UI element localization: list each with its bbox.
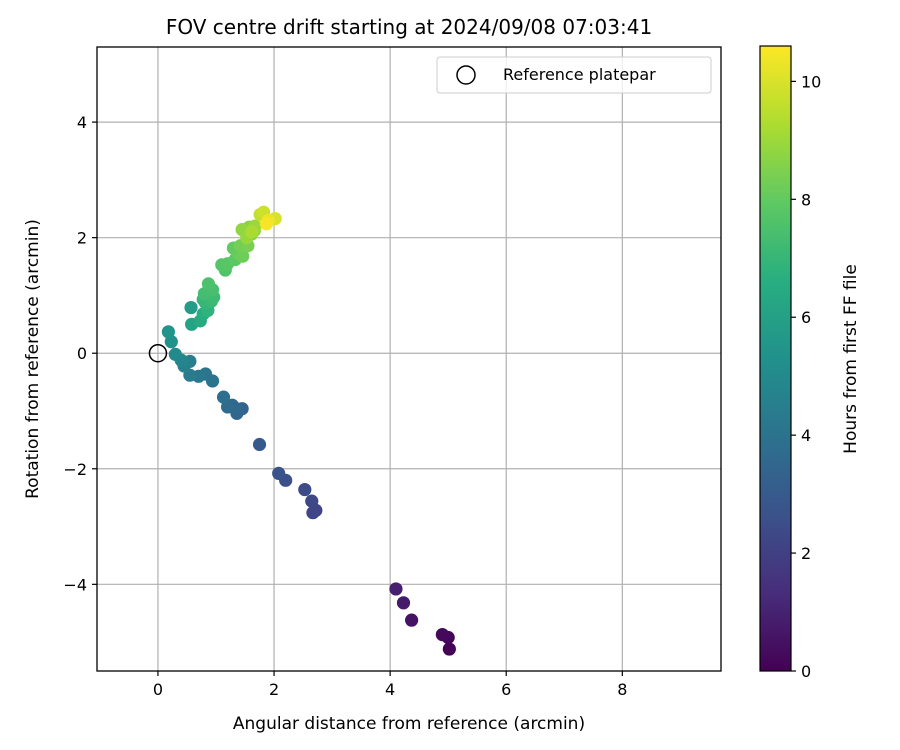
data-point bbox=[435, 628, 449, 642]
data-point bbox=[306, 506, 320, 520]
data-point bbox=[168, 347, 182, 361]
plot-frame bbox=[96, 46, 722, 672]
colorbar-tick-label: 2 bbox=[801, 544, 811, 563]
data-point bbox=[259, 217, 274, 231]
legend-box bbox=[436, 56, 712, 94]
y-tick-label: 2 bbox=[77, 229, 87, 248]
x-tick-label: 2 bbox=[269, 680, 279, 699]
x-axis-label: Angular distance from reference (arcmin) bbox=[233, 714, 585, 734]
reference-platepar-marker bbox=[148, 343, 168, 363]
colorbar: 0 2 4 6 8 10 Hours from first FF file bbox=[759, 45, 861, 681]
x-tick-label: 0 bbox=[153, 680, 163, 699]
grid-lines bbox=[97, 47, 721, 671]
y-axis-ticks: −4 −2 0 2 4 bbox=[63, 113, 97, 594]
y-tick-label: 4 bbox=[77, 113, 87, 132]
colorbar-gradient bbox=[759, 45, 792, 672]
data-point bbox=[161, 325, 175, 339]
y-axis-label: Rotation from reference (arcmin) bbox=[23, 219, 43, 499]
data-point bbox=[305, 494, 319, 508]
colorbar-tick-label: 10 bbox=[801, 72, 821, 91]
data-point bbox=[184, 300, 198, 315]
x-axis-ticks: 0 2 4 6 8 bbox=[153, 671, 627, 699]
colorbar-tick-label: 0 bbox=[801, 662, 811, 681]
data-point bbox=[389, 582, 403, 596]
data-point bbox=[405, 613, 419, 627]
y-tick-label: −4 bbox=[63, 575, 87, 594]
legend-label: Reference platepar bbox=[503, 65, 656, 84]
x-tick-label: 6 bbox=[501, 680, 511, 699]
data-point bbox=[201, 277, 216, 291]
legend-marker-icon bbox=[456, 65, 476, 85]
colorbar-tick-label: 4 bbox=[801, 426, 811, 445]
data-point bbox=[236, 249, 250, 263]
data-point bbox=[216, 390, 231, 404]
data-point bbox=[272, 466, 286, 480]
colorbar-label: Hours from first FF file bbox=[841, 264, 861, 454]
x-tick-label: 4 bbox=[385, 680, 395, 699]
data-points bbox=[161, 205, 456, 656]
legend: Reference platepar bbox=[436, 56, 712, 94]
data-point bbox=[252, 437, 267, 452]
chart-title: FOV centre drift starting at 2024/09/08 … bbox=[166, 15, 652, 39]
colorbar-tick-label: 8 bbox=[801, 190, 811, 209]
data-point bbox=[245, 225, 259, 239]
x-tick-label: 8 bbox=[617, 680, 627, 699]
data-point bbox=[298, 482, 312, 497]
y-tick-label: −2 bbox=[63, 460, 87, 479]
colorbar-ticks: 0 2 4 6 8 10 bbox=[791, 72, 821, 681]
data-point bbox=[396, 596, 411, 610]
colorbar-tick-label: 6 bbox=[801, 308, 811, 327]
y-tick-label: 0 bbox=[77, 344, 87, 363]
data-point bbox=[442, 642, 456, 656]
